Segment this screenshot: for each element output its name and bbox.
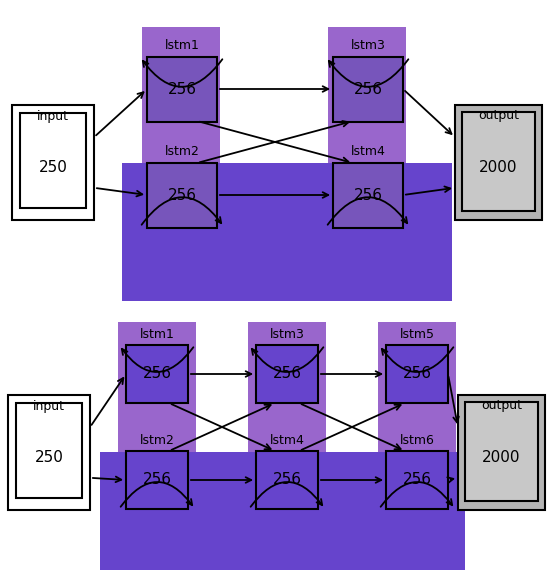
Polygon shape bbox=[458, 395, 545, 510]
Text: lstm4: lstm4 bbox=[270, 434, 305, 447]
Polygon shape bbox=[256, 451, 318, 509]
Polygon shape bbox=[455, 105, 542, 220]
Polygon shape bbox=[142, 27, 220, 275]
Text: 256: 256 bbox=[142, 473, 172, 487]
Polygon shape bbox=[122, 163, 452, 301]
Polygon shape bbox=[462, 112, 535, 211]
Text: 2000: 2000 bbox=[482, 450, 521, 465]
Text: lstm2: lstm2 bbox=[164, 145, 200, 158]
Text: 256: 256 bbox=[168, 82, 196, 96]
Text: lstm1: lstm1 bbox=[140, 328, 174, 341]
Text: lstm6: lstm6 bbox=[399, 434, 435, 447]
Text: 256: 256 bbox=[168, 188, 196, 202]
Polygon shape bbox=[147, 57, 217, 122]
Polygon shape bbox=[386, 451, 448, 509]
Polygon shape bbox=[20, 113, 86, 208]
Text: lstm2: lstm2 bbox=[140, 434, 174, 447]
Text: output: output bbox=[478, 109, 519, 122]
Text: lstm3: lstm3 bbox=[270, 328, 305, 341]
Text: 2000: 2000 bbox=[479, 160, 518, 175]
Polygon shape bbox=[465, 402, 538, 501]
Text: input: input bbox=[37, 110, 69, 123]
Text: 250: 250 bbox=[39, 160, 68, 175]
Text: 256: 256 bbox=[272, 367, 301, 381]
Polygon shape bbox=[118, 322, 196, 562]
Polygon shape bbox=[8, 395, 90, 510]
Polygon shape bbox=[378, 322, 456, 562]
Polygon shape bbox=[248, 322, 326, 562]
Text: 256: 256 bbox=[403, 367, 432, 381]
Polygon shape bbox=[256, 345, 318, 403]
Text: input: input bbox=[33, 400, 65, 413]
Polygon shape bbox=[12, 105, 94, 220]
Text: 256: 256 bbox=[354, 188, 382, 202]
Polygon shape bbox=[333, 163, 403, 228]
Polygon shape bbox=[16, 403, 82, 498]
Polygon shape bbox=[333, 57, 403, 122]
Polygon shape bbox=[126, 345, 188, 403]
Text: lstm4: lstm4 bbox=[350, 145, 386, 158]
Polygon shape bbox=[386, 345, 448, 403]
Text: lstm1: lstm1 bbox=[164, 39, 200, 52]
Text: lstm3: lstm3 bbox=[350, 39, 386, 52]
Text: lstm5: lstm5 bbox=[399, 328, 435, 341]
Text: 256: 256 bbox=[354, 82, 382, 96]
Text: 256: 256 bbox=[403, 473, 432, 487]
Polygon shape bbox=[328, 27, 406, 275]
Text: 256: 256 bbox=[272, 473, 301, 487]
Text: 256: 256 bbox=[142, 367, 172, 381]
Polygon shape bbox=[100, 452, 465, 570]
Text: 250: 250 bbox=[35, 450, 63, 465]
Text: output: output bbox=[481, 399, 522, 412]
Polygon shape bbox=[126, 451, 188, 509]
Polygon shape bbox=[147, 163, 217, 228]
